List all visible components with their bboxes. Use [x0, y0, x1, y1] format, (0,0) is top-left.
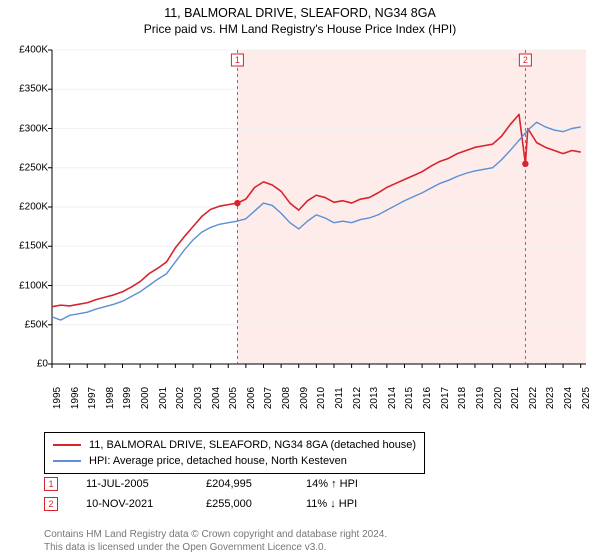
svg-text:2: 2 [523, 55, 528, 65]
x-tick-label: 2005 [228, 387, 239, 409]
x-tick-label: 1997 [87, 387, 98, 409]
y-tick-label: £0 [8, 359, 48, 370]
x-tick-label: 1999 [122, 387, 133, 409]
x-tick-label: 2011 [334, 387, 345, 409]
x-tick-label: 2021 [510, 387, 521, 409]
sale-row: 2 10-NOV-2021£255,00011% ↓ HPI [44, 494, 406, 514]
x-tick-label: 2024 [563, 387, 574, 409]
sale-date: 10-NOV-2021 [86, 498, 206, 510]
x-tick-label: 2008 [281, 387, 292, 409]
sale-price: £255,000 [206, 498, 306, 510]
x-tick-label: 2023 [545, 387, 556, 409]
legend-item: 11, BALMORAL DRIVE, SLEAFORD, NG34 8GA (… [53, 437, 416, 453]
sale-price: £204,995 [206, 478, 306, 490]
x-tick-label: 2009 [299, 387, 310, 409]
x-tick-label: 1998 [105, 387, 116, 409]
y-tick-label: £350K [8, 84, 48, 95]
x-tick-label: 2022 [528, 387, 539, 409]
x-tick-label: 2020 [493, 387, 504, 409]
y-tick-label: £400K [8, 45, 48, 56]
y-tick-label: £150K [8, 241, 48, 252]
x-tick-label: 1995 [52, 387, 63, 409]
legend-label: HPI: Average price, detached house, Nort… [89, 455, 347, 467]
chart-subtitle: Price paid vs. HM Land Registry's House … [0, 22, 600, 36]
x-tick-label: 2015 [404, 387, 415, 409]
footer-line-1: Contains HM Land Registry data © Crown c… [44, 529, 387, 542]
x-tick-label: 1996 [70, 387, 81, 409]
x-tick-label: 2025 [581, 387, 592, 409]
sale-hpi-delta: 14% ↑ HPI [306, 478, 406, 490]
footer-attribution: Contains HM Land Registry data © Crown c… [44, 529, 387, 554]
sale-row: 1 11-JUL-2005£204,99514% ↑ HPI [44, 474, 406, 494]
x-tick-label: 2001 [158, 387, 169, 409]
x-tick-label: 2013 [369, 387, 380, 409]
x-tick-label: 2014 [387, 387, 398, 409]
x-tick-label: 2003 [193, 387, 204, 409]
x-tick-label: 2007 [263, 387, 274, 409]
x-tick-label: 2010 [316, 387, 327, 409]
x-tick-label: 2019 [475, 387, 486, 409]
sale-marker-icon: 2 [44, 497, 58, 511]
footer-line-2: This data is licensed under the Open Gov… [44, 542, 387, 555]
chart-plot-area: 1 2 £0 £50K £100K £150K £200K £250K £300K £350K £… [8, 44, 592, 424]
title-block: 11, BALMORAL DRIVE, SLEAFORD, NG34 8GA P… [0, 0, 600, 36]
x-tick-label: 2002 [175, 387, 186, 409]
legend-swatch [53, 460, 81, 462]
legend-item: HPI: Average price, detached house, Nort… [53, 453, 416, 469]
x-tick-label: 2006 [246, 387, 257, 409]
sale-date: 11-JUL-2005 [86, 478, 206, 490]
sales-table: 1 11-JUL-2005£204,99514% ↑ HPI 2 10-NOV-202… [44, 474, 406, 514]
x-tick-label: 2012 [352, 387, 363, 409]
svg-text:1: 1 [235, 55, 240, 65]
x-tick-label: 2018 [457, 387, 468, 409]
x-tick-label: 2016 [422, 387, 433, 409]
x-tick-label: 2004 [211, 387, 222, 409]
x-tick-label: 2017 [440, 387, 451, 409]
legend-label: 11, BALMORAL DRIVE, SLEAFORD, NG34 8GA (… [89, 439, 416, 451]
sale-marker-icon: 1 [44, 477, 58, 491]
sale-hpi-delta: 11% ↓ HPI [306, 498, 406, 510]
y-tick-label: £250K [8, 162, 48, 173]
legend-swatch [53, 444, 81, 446]
x-tick-label: 2000 [140, 387, 151, 409]
y-tick-label: £100K [8, 280, 48, 291]
chart-container: 11, BALMORAL DRIVE, SLEAFORD, NG34 8GA P… [0, 0, 600, 560]
legend: 11, BALMORAL DRIVE, SLEAFORD, NG34 8GA (… [44, 432, 425, 474]
y-tick-label: £300K [8, 123, 48, 134]
y-tick-label: £200K [8, 202, 48, 213]
chart-title: 11, BALMORAL DRIVE, SLEAFORD, NG34 8GA [0, 6, 600, 20]
y-tick-label: £50K [8, 319, 48, 330]
